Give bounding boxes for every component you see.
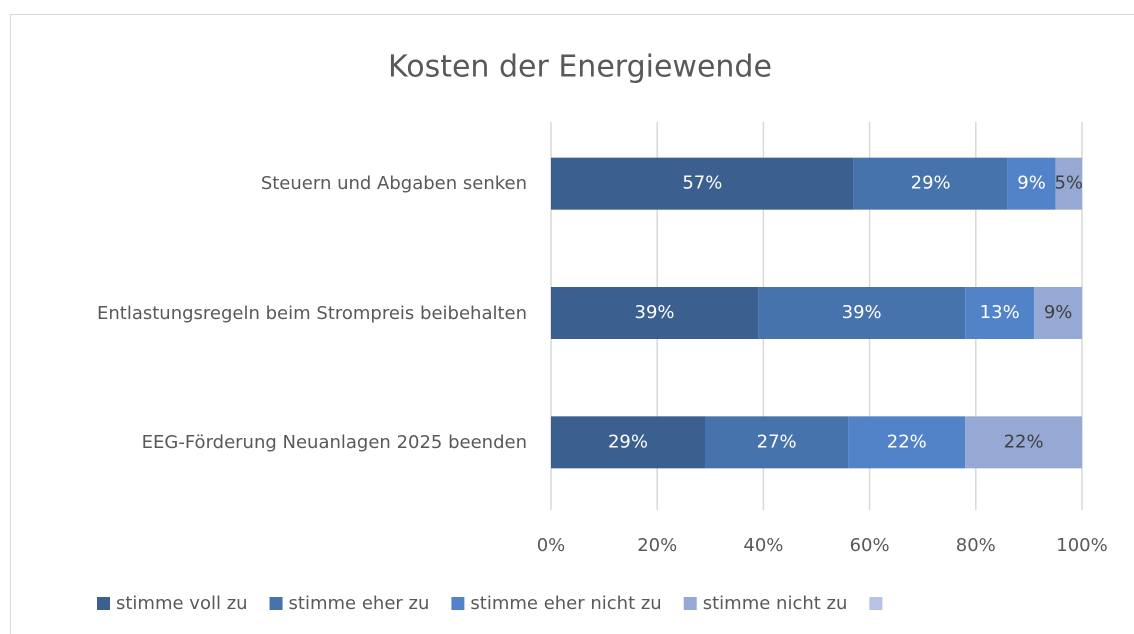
legend-swatch [451, 597, 465, 610]
bar-segment [1034, 287, 1082, 339]
data-label: 9% [1017, 173, 1046, 194]
data-label: 22% [1004, 431, 1044, 452]
category-text: EEG-Förderung Neuanlagen 2025 beenden [141, 431, 527, 453]
bar-segment [1007, 157, 1056, 210]
data-label: 39% [842, 302, 882, 323]
x-tick-label: 60% [850, 535, 890, 556]
legend-label: stimme nicht zu [703, 593, 848, 614]
data-label: 22% [887, 431, 927, 452]
data-label: 9% [1044, 302, 1073, 323]
legend-swatch [97, 597, 110, 610]
y-tick-label: Entlastungsregeln beim Strompreis beibeh… [97, 298, 527, 329]
chart-border [10, 14, 1134, 634]
legend-swatch [683, 597, 697, 610]
bar-segment [758, 287, 966, 339]
x-tick-label: 0% [537, 535, 566, 556]
legend-swatch [869, 597, 883, 610]
bar-segment [704, 416, 849, 469]
bar-segment [1055, 157, 1082, 210]
legend-label: stimme eher nicht zu [470, 593, 661, 614]
bar-segment [551, 416, 705, 469]
legend-label: stimme eher zu [289, 593, 430, 614]
x-tick-label: 40% [743, 535, 783, 556]
bar-segment [965, 416, 1082, 469]
data-label: 13% [980, 302, 1020, 323]
x-tick-label: 20% [637, 535, 677, 556]
data-label: 29% [911, 173, 951, 194]
data-label: 39% [635, 302, 675, 323]
legend-swatch [269, 597, 283, 610]
data-label: 27% [757, 431, 797, 452]
y-tick-label: Steuern und Abgaben senken [97, 168, 527, 199]
chart-title: Kosten der Energiewende [388, 50, 772, 85]
bar-segment [551, 287, 759, 339]
x-tick-label: 100% [1056, 535, 1107, 556]
bar-segment [848, 416, 966, 469]
bar-segment [853, 157, 1008, 210]
data-label: 57% [682, 173, 722, 194]
y-tick-label: EEG-Förderung Neuanlagen 2025 beenden [97, 427, 527, 458]
category-text: Steuern und Abgaben senken [260, 173, 527, 195]
x-tick-label: 80% [956, 535, 996, 556]
bar-segment [551, 157, 854, 210]
data-label: 29% [608, 431, 648, 452]
bar-segment [965, 287, 1035, 339]
legend-label: stimme voll zu [116, 593, 248, 614]
data-label: 5% [1054, 173, 1083, 194]
category-text: Entlastungsregeln beim Strompreis beibeh… [97, 302, 528, 324]
